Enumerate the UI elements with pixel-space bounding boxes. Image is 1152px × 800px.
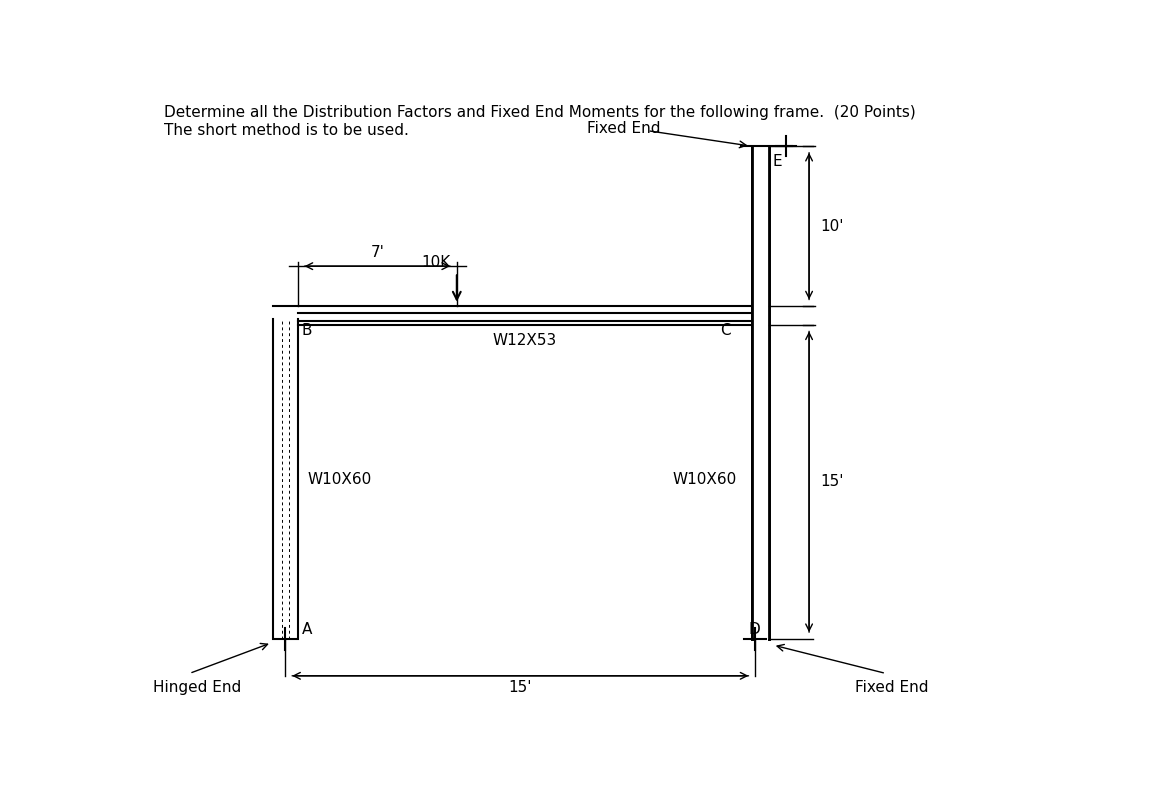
Text: W10X60: W10X60 — [673, 471, 736, 486]
Text: Hinged End: Hinged End — [153, 680, 241, 694]
Text: D: D — [749, 622, 760, 637]
Text: 10K: 10K — [422, 255, 450, 270]
Text: W10X60: W10X60 — [308, 471, 371, 486]
Text: 10': 10' — [820, 218, 844, 234]
Text: C: C — [720, 323, 730, 338]
Text: A: A — [302, 622, 312, 637]
Text: E: E — [773, 154, 782, 169]
Text: The short method is to be used.: The short method is to be used. — [164, 123, 409, 138]
Bar — [752, 146, 770, 639]
Text: Determine all the Distribution Factors and Fixed End Moments for the following f: Determine all the Distribution Factors a… — [164, 106, 916, 120]
Text: Fixed End: Fixed End — [855, 680, 929, 694]
Text: W12X53: W12X53 — [493, 334, 558, 348]
Text: 15': 15' — [820, 474, 844, 490]
Text: 15': 15' — [508, 680, 532, 694]
Text: 7': 7' — [370, 245, 385, 260]
Text: B: B — [302, 323, 312, 338]
Text: Fixed End: Fixed End — [588, 121, 661, 136]
